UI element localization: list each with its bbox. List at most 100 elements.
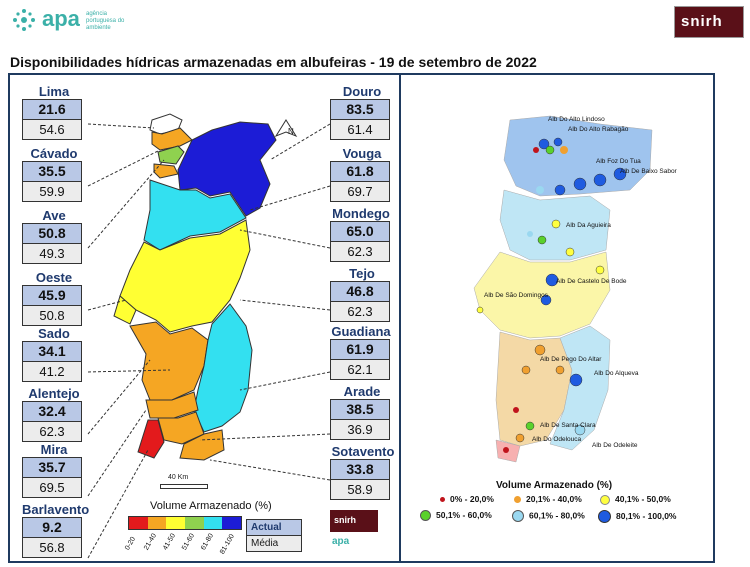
basin-values: 46.8 62.3: [330, 281, 390, 322]
basin-sotavento: [179, 429, 225, 461]
basin-actual-value: 61.9: [331, 340, 389, 360]
basin-map: [113, 113, 298, 461]
basin-values: 21.6 54.6: [22, 99, 82, 140]
basin-media-value: 36.9: [331, 420, 389, 439]
basin-barlavento: [137, 419, 165, 459]
basin-actual-value: 35.7: [23, 458, 81, 478]
dams-legend-item: 20,1% - 40,0%: [514, 494, 582, 504]
basin-card-mira: Mira 35.7 69.5: [22, 442, 86, 498]
basin-media-value: 62.1: [331, 360, 389, 379]
basin-card-cavado: Cávado 35.5 59.9: [22, 146, 86, 202]
basin-douro: [177, 121, 277, 217]
content-frame: [8, 73, 715, 563]
dam-label: Alb De Odeleite: [592, 442, 638, 449]
basin-actual-value: 61.8: [331, 162, 389, 182]
legend-item-label: 80,1% - 100,0%: [616, 510, 677, 521]
basin-name: Ave: [42, 208, 66, 223]
legend-title: Volume Armazenado (%): [150, 500, 272, 512]
basin-sado: [129, 321, 209, 401]
basin-card-arade: Arade 38.5 36.9: [330, 384, 394, 440]
basin-name: Guadiana: [331, 324, 391, 339]
basin-actual-value: 50.8: [23, 224, 81, 244]
snirh-logo-small-text: snirh: [334, 515, 357, 525]
basin-values: 38.5 36.9: [330, 399, 390, 440]
dams-map: [473, 115, 653, 463]
legend-swatch-21-40: [147, 517, 167, 529]
basin-name: Mira: [40, 442, 68, 457]
basin-actual-value: 46.8: [331, 282, 389, 302]
basin-name: Sotavento: [331, 444, 395, 459]
basin-actual-value: 9.2: [23, 518, 81, 538]
dams-legend-item: 0% - 20,0%: [440, 494, 494, 504]
basin-card-ave: Ave 50.8 49.3: [22, 208, 86, 264]
basin-media-value: 62.3: [331, 302, 389, 321]
apa-logo-mark: [13, 9, 35, 31]
legend-item-label: 40,1% - 50,0%: [615, 494, 671, 504]
basin-media-value: 62.3: [23, 422, 81, 441]
basin-actual-value: 65.0: [331, 222, 389, 242]
north-label: N: [288, 127, 294, 136]
legend-dot-icon: [440, 497, 445, 503]
dam-label: Alb De Castelo De Bode: [556, 278, 627, 285]
dam-label: Alb Da Aguieira: [566, 222, 611, 229]
legend-swatch-61-80: [203, 517, 223, 529]
basin-values: 83.5 61.4: [330, 99, 390, 140]
dam-label: Alb Do Alto Lindoso: [548, 116, 605, 123]
dams-legend-item: 40,1% - 50,0%: [600, 494, 671, 505]
legend-swatch-41-50: [166, 517, 186, 529]
dam-dots: [476, 137, 627, 453]
dam-label: Alb De Santa Clara: [540, 422, 596, 429]
basin-values: 45.9 50.8: [22, 285, 82, 326]
basin-values: 9.2 56.8: [22, 517, 82, 558]
basin-card-sado: Sado 34.1 41.2: [22, 326, 86, 382]
legend-dot-icon: [514, 496, 521, 504]
basin-media-value: 50.8: [23, 306, 81, 325]
legend-key: Actual Média: [246, 519, 302, 552]
basin-name: Tejo: [349, 266, 375, 281]
dams-legend-item: 60,1% - 80,0%: [512, 510, 585, 522]
dams-legend-item: 80,1% - 100,0%: [598, 510, 676, 523]
basin-media-value: 56.8: [23, 538, 81, 557]
basin-values: 35.5 59.9: [22, 161, 82, 202]
basin-name: Douro: [342, 84, 382, 99]
basin-name: Sado: [38, 326, 70, 341]
basin-media-value: 62.3: [331, 242, 389, 261]
apa-logo-small: apa: [332, 536, 350, 547]
basin-vouga-mondego: [143, 179, 247, 251]
basin-media-value: 54.6: [23, 120, 81, 139]
scale-bar: [160, 484, 208, 489]
basin-actual-value: 38.5: [331, 400, 389, 420]
dam-label: Alb De São Domingos: [484, 292, 548, 299]
legend-key-actual: Actual: [247, 520, 301, 536]
basin-card-oeste: Oeste 45.9 50.8: [22, 270, 86, 326]
legend-item-label: 50,1% - 60,0%: [436, 510, 492, 520]
dams-legend-item: 50,1% - 60,0%: [420, 510, 492, 522]
basin-actual-value: 34.1: [23, 342, 81, 362]
basin-media-value: 41.2: [23, 362, 81, 381]
basin-oeste: [113, 295, 137, 325]
dam-label: Alb Foz Do Tua: [596, 158, 641, 165]
basin-leca: [153, 163, 179, 179]
apa-logo-subtitle: agência portuguesa do ambiente: [86, 11, 125, 31]
legend-item-label: 0% - 20,0%: [450, 494, 494, 504]
basin-values: 34.1 41.2: [22, 341, 82, 382]
dam-label: Alb Do Odelouca: [532, 436, 582, 443]
dams-legend-title: Volume Armazenado (%): [496, 480, 613, 491]
basin-card-douro: Douro 83.5 61.4: [330, 84, 394, 140]
legend-dot-icon: [598, 510, 611, 523]
basin-actual-value: 21.6: [23, 100, 81, 120]
north-arrow-icon: [274, 119, 298, 138]
basin-media-value: 58.9: [331, 480, 389, 499]
legend-item-label: 20,1% - 40,0%: [526, 494, 582, 504]
basin-name: Cávado: [30, 146, 78, 161]
basin-values: 65.0 62.3: [330, 221, 390, 262]
basin-media-value: 59.9: [23, 182, 81, 201]
basin-actual-value: 33.8: [331, 460, 389, 480]
dams-region-guadiana: [549, 325, 611, 451]
basin-card-mondego: Mondego 65.0 62.3: [325, 206, 397, 262]
basin-values: 35.7 69.5: [22, 457, 82, 498]
basin-values: 50.8 49.3: [22, 223, 82, 264]
basin-mira: [145, 391, 199, 419]
basin-values: 61.8 69.7: [330, 161, 390, 202]
